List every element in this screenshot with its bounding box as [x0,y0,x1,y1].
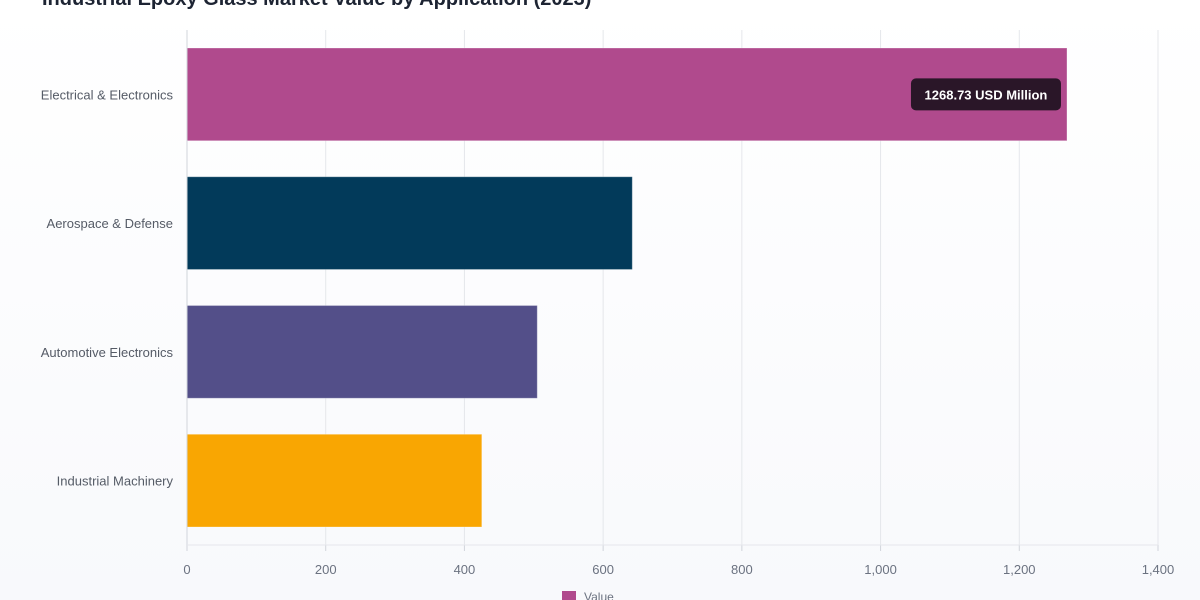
legend-swatch[interactable] [562,591,576,600]
bar-aerospace-defense[interactable] [186,176,633,270]
x-tick-label: 600 [592,562,614,577]
category-label: Electrical & Electronics [41,87,174,102]
tooltip-box [910,78,1061,111]
legend-label[interactable]: Value [584,590,614,600]
x-tick-label: 0 [183,562,190,577]
bar-industrial-machinery[interactable] [186,433,483,528]
x-tick-label: 400 [454,562,476,577]
bars [186,47,1068,528]
category-label: Industrial Machinery [57,474,174,489]
tooltip: 1268.73 USD Million [910,78,1061,111]
tooltip-text: 1268.73 USD Million [925,87,1048,102]
x-tick-label: 800 [731,562,753,577]
x-tick-label: 1,000 [864,562,897,577]
legend: Value [562,590,614,600]
x-tick-label: 200 [315,562,337,577]
category-label: Aerospace & Defense [47,216,173,231]
bar-automotive-electronics[interactable] [186,305,538,399]
x-tick-label: 1,400 [1142,562,1175,577]
category-labels: Electrical & Electronics Aerospace & Defe… [41,87,174,488]
x-tick-label: 1,200 [1003,562,1036,577]
axes: 0 200 400 600 800 1,000 1,200 1,400 [183,30,1174,577]
category-label: Automotive Electronics [41,345,174,360]
chart-title: Industrial Epoxy Glass Market Value by A… [42,0,591,11]
